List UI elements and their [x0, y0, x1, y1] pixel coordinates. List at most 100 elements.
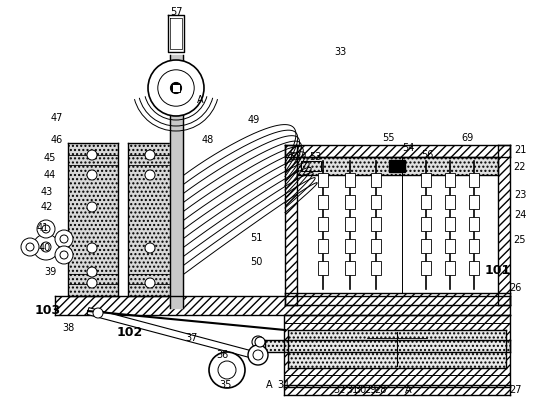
Circle shape: [255, 337, 265, 347]
Circle shape: [87, 150, 97, 160]
Text: 43: 43: [41, 187, 53, 197]
Text: A: A: [266, 380, 272, 390]
Polygon shape: [345, 217, 354, 231]
Polygon shape: [87, 308, 266, 361]
Circle shape: [55, 230, 73, 248]
Circle shape: [33, 234, 59, 260]
Polygon shape: [445, 173, 455, 187]
Bar: [265, 340, 510, 352]
Polygon shape: [445, 195, 455, 209]
Bar: [297, 157, 402, 293]
Circle shape: [145, 278, 155, 288]
Polygon shape: [445, 261, 455, 275]
Bar: [297, 157, 498, 175]
Polygon shape: [469, 195, 479, 209]
Text: 21: 21: [514, 145, 526, 155]
Polygon shape: [469, 217, 479, 231]
Text: 55: 55: [382, 133, 394, 143]
Bar: [288, 330, 506, 368]
Bar: [285, 145, 510, 157]
Text: 54: 54: [402, 143, 414, 153]
Circle shape: [87, 267, 97, 277]
Bar: [285, 293, 510, 305]
Circle shape: [87, 202, 97, 212]
Polygon shape: [421, 261, 431, 275]
Text: 34: 34: [277, 380, 289, 390]
Text: 50: 50: [250, 257, 262, 267]
Text: 49: 49: [248, 115, 260, 125]
Polygon shape: [371, 173, 381, 187]
Bar: [498, 145, 510, 305]
Text: 52: 52: [289, 152, 301, 162]
Polygon shape: [421, 239, 431, 253]
Text: A: A: [197, 95, 203, 105]
Text: 38: 38: [62, 323, 74, 333]
Text: 22: 22: [514, 162, 526, 172]
Text: 27: 27: [509, 385, 521, 395]
Polygon shape: [318, 195, 328, 209]
Circle shape: [87, 278, 97, 288]
Text: 102: 102: [117, 326, 143, 340]
Text: A: A: [405, 385, 411, 395]
Text: 23: 23: [514, 190, 526, 200]
Text: 45: 45: [44, 153, 56, 163]
Text: 101: 101: [485, 263, 511, 277]
Circle shape: [37, 220, 55, 238]
Text: 35: 35: [220, 380, 232, 390]
Text: 53: 53: [309, 152, 321, 162]
Polygon shape: [445, 239, 455, 253]
Polygon shape: [421, 195, 431, 209]
Text: 103: 103: [35, 304, 61, 316]
Circle shape: [87, 243, 97, 253]
Polygon shape: [345, 239, 354, 253]
Bar: [284, 315, 510, 387]
Bar: [172, 84, 180, 92]
Text: 44: 44: [44, 170, 56, 180]
Circle shape: [209, 352, 245, 388]
Text: 31: 31: [346, 385, 358, 395]
Text: 33: 33: [334, 47, 346, 57]
Polygon shape: [345, 195, 354, 209]
Circle shape: [21, 238, 39, 256]
Text: 42: 42: [41, 202, 53, 212]
Polygon shape: [389, 160, 405, 172]
Circle shape: [145, 243, 155, 253]
Polygon shape: [371, 217, 381, 231]
Polygon shape: [345, 173, 354, 187]
Circle shape: [93, 308, 103, 318]
Circle shape: [55, 246, 73, 264]
Text: 69: 69: [462, 133, 474, 143]
Text: 39: 39: [44, 267, 56, 277]
Bar: [284, 385, 510, 395]
Text: 25: 25: [514, 235, 526, 245]
Polygon shape: [445, 217, 455, 231]
Circle shape: [145, 170, 155, 180]
Text: 56: 56: [421, 150, 433, 160]
Text: 40: 40: [39, 243, 51, 253]
Bar: [301, 161, 321, 171]
Polygon shape: [318, 173, 328, 187]
Circle shape: [87, 170, 97, 180]
Polygon shape: [421, 217, 431, 231]
Text: 24: 24: [514, 210, 526, 220]
Text: 37: 37: [186, 333, 198, 343]
Text: 32: 32: [334, 385, 346, 395]
Text: 29: 29: [364, 385, 376, 395]
Bar: [402, 157, 498, 293]
Text: 26: 26: [509, 283, 521, 293]
Polygon shape: [371, 261, 381, 275]
Text: 47: 47: [51, 113, 63, 123]
Polygon shape: [469, 261, 479, 275]
Circle shape: [248, 345, 268, 365]
Polygon shape: [345, 261, 354, 275]
Polygon shape: [318, 239, 328, 253]
Polygon shape: [318, 217, 328, 231]
Polygon shape: [421, 173, 431, 187]
Text: 30: 30: [354, 385, 366, 395]
Circle shape: [148, 60, 204, 116]
Text: 28: 28: [374, 385, 386, 395]
Polygon shape: [469, 173, 479, 187]
Bar: [68, 143, 118, 296]
Polygon shape: [318, 261, 328, 275]
Text: 51: 51: [250, 233, 262, 243]
